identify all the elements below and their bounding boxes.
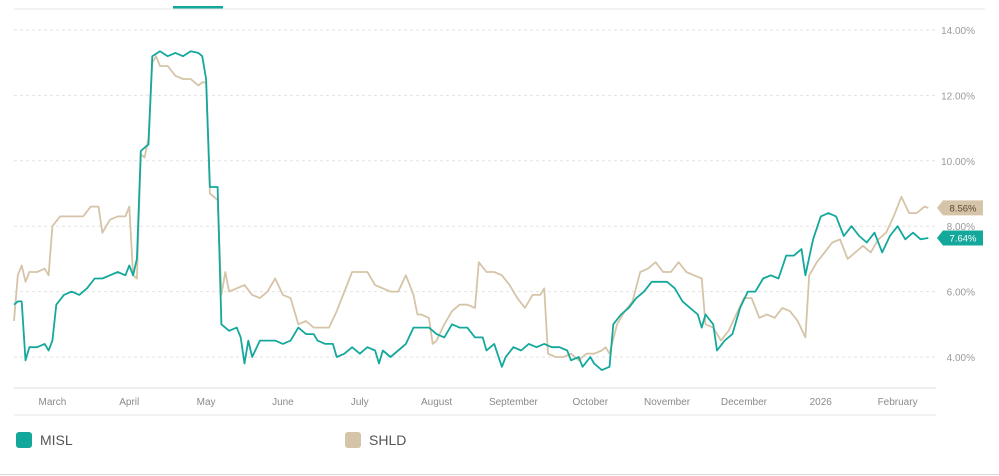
bottom-divider [0,474,999,475]
legend-swatch-misl [16,432,32,448]
x-tick-label: August [421,397,452,408]
legend-item-misl[interactable]: MISL [16,432,73,448]
x-tick-label: October [572,397,608,408]
line-chart: 4.00% 6.00% 8.00% 10.00% 12.00% 14.00% March Ap… [13,8,985,416]
last-value-tag-shld [937,200,983,216]
x-tick-label: May [197,397,216,408]
x-tick-label: September [489,397,539,408]
last-value-label-misl: 7.64% [950,233,977,244]
x-tick-label: November [644,397,691,408]
legend-item-shld[interactable]: SHLD [345,432,406,448]
y-tick-label: 6.00% [947,288,975,299]
last-value-label-shld: 8.56% [950,203,977,214]
x-tick-label: March [39,397,67,408]
y-tick-label: 14.00% [941,26,975,37]
y-tick-label: 10.00% [941,157,975,168]
series-line-shld [13,55,929,362]
y-tick-label: 8.00% [947,222,975,233]
x-tick-label: December [721,397,768,408]
series-line-misl [13,50,929,371]
x-tick-label: February [878,397,918,408]
x-tick-label: June [272,397,294,408]
x-tick-label: 2026 [810,397,833,408]
legend-label-misl: MISL [40,432,73,448]
active-tab-indicator[interactable] [173,6,223,9]
legend-swatch-shld [345,432,361,448]
y-tick-label: 12.00% [941,91,975,102]
chart-legend: MISL SHLD [0,432,999,456]
x-tick-label: April [119,397,139,408]
last-value-tag-misl [937,230,983,246]
x-tick-label: July [351,397,369,408]
legend-label-shld: SHLD [369,432,407,448]
y-tick-label: 4.00% [947,353,975,364]
